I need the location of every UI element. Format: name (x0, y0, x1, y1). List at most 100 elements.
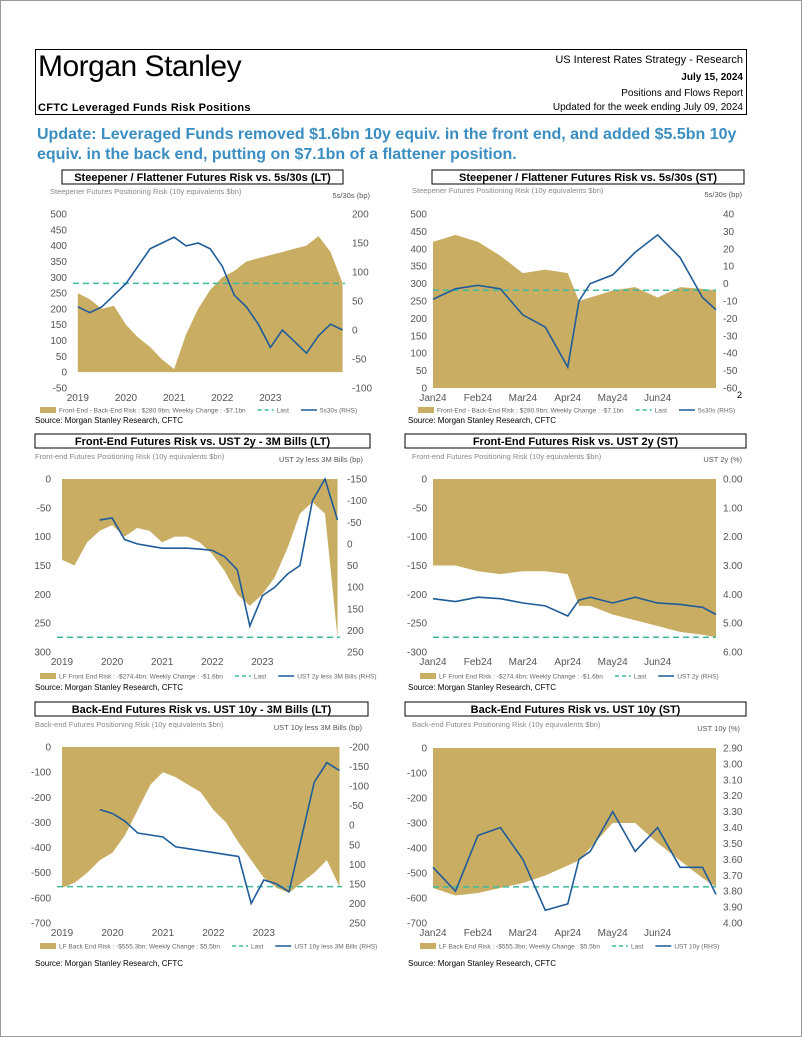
y-tick-label: 0 (421, 744, 427, 755)
y2-tick-label: 200 (347, 626, 364, 637)
line (432, 233, 717, 370)
y2-tick-label: 3.20 (723, 791, 743, 802)
y2-tick-label: 0 (347, 539, 353, 550)
y2-tick-label: 3.50 (723, 839, 743, 850)
line (432, 810, 717, 912)
y2-axis-label: UST 10y less 3M Bills (bp) (274, 723, 363, 732)
y2-tick-label: 20 (723, 244, 735, 255)
y2-tick-label: 0.00 (723, 475, 743, 486)
area (433, 479, 716, 638)
y2-tick-label: 150 (352, 239, 369, 250)
y-tick-label: 100 (50, 336, 67, 347)
y-tick-label: -300 (407, 648, 427, 659)
chart-title-box (34, 701, 369, 717)
y-tick-label: -200 (407, 590, 427, 601)
x-tick-label: Apr24 (554, 657, 581, 668)
x-tick-label: May24 (598, 657, 628, 668)
y2-tick-label: -30 (723, 331, 738, 342)
legend-label: UST 10y less 3M Bills (RHS) (294, 944, 377, 951)
y-tick-label: 350 (410, 262, 427, 273)
x-tick-label: 2021 (152, 928, 175, 939)
x-tick-label: 2020 (101, 928, 124, 939)
legend-label: Front-End - Back-End Risk : $280.9bn; We… (59, 408, 246, 415)
y-tick-label: -400 (407, 844, 427, 855)
y-tick-label: 100 (34, 532, 51, 543)
chart-title: Back-End Futures Risk vs. UST 10y - 3M B… (72, 704, 332, 716)
report-date: July 15, 2024 (681, 72, 743, 83)
legend-label: LF Back End Risk : -$555.3bn; Weekly Cha… (59, 944, 220, 951)
y-tick-label: -50 (413, 503, 428, 514)
source: Source: Morgan Stanley Research, CFTC (408, 959, 556, 968)
area (77, 236, 343, 373)
y2-tick-label: 0 (349, 821, 355, 832)
y2-tick-label: 50 (352, 297, 364, 308)
report-updated: Updated for the week ending July 09, 202… (552, 102, 743, 113)
y2-tick-label: 3.00 (723, 561, 743, 572)
y-tick-label: -200 (407, 794, 427, 805)
y2-axis-label: 5s/30s (bp) (704, 190, 742, 199)
area (62, 479, 338, 638)
chart-title-box (404, 433, 747, 449)
source: Source: Morgan Stanley Research, CFTC (35, 416, 183, 425)
y-tick-label: 150 (34, 561, 51, 572)
y-tick-label: 250 (50, 289, 67, 300)
y2-tick-label: 100 (349, 860, 366, 871)
y2-tick-label: 200 (352, 210, 369, 221)
y-tick-label: -300 (31, 818, 51, 829)
legend-label: UST 10y (RHS) (674, 944, 719, 951)
headline: Update: Leveraged Funds removed $1.6bn 1… (37, 126, 737, 163)
legend-label: LF Back End Risk : -$555.3bn; Weekly Cha… (439, 944, 600, 951)
axis-subtitle: Steepener Futures Positioning Risk (10y … (412, 186, 604, 195)
y-tick-label: 150 (410, 331, 427, 342)
y2-tick-label: -150 (349, 762, 369, 773)
y-tick-label: 400 (410, 244, 427, 255)
y2-axis-label: UST 2y (%) (703, 455, 742, 464)
chart-title: Front-End Futures Risk vs. UST 2y (ST) (473, 436, 679, 448)
legend-swatch (420, 943, 436, 949)
y2-tick-label: 3.90 (723, 903, 743, 914)
x-tick-label: 2023 (259, 393, 282, 404)
y2-tick-label: -10 (723, 297, 738, 308)
x-tick-label: Jun24 (644, 657, 672, 668)
x-tick-label: 2021 (163, 393, 186, 404)
report-name: Positions and Flows Report (621, 88, 743, 99)
y-tick-label: -700 (31, 919, 51, 930)
y2-tick-label: 6.00 (723, 648, 743, 659)
y-tick-label: 500 (410, 210, 427, 221)
y-tick-label: 100 (410, 349, 427, 360)
x-tick-label: Jan24 (419, 657, 447, 668)
legend-label: Last (634, 674, 646, 681)
y2-tick-label: 2.00 (723, 532, 743, 543)
area (433, 234, 716, 388)
line (99, 477, 339, 629)
y2-tick-label: 0 (352, 326, 358, 337)
y-tick-label: -500 (407, 869, 427, 880)
y2-tick-label: -150 (347, 475, 367, 486)
y2-tick-label: -100 (347, 496, 367, 507)
x-tick-label: Jun24 (644, 928, 672, 939)
y-tick-label: 200 (410, 314, 427, 325)
legend-label: UST 2y less 3M Bills (RHS) (297, 674, 376, 681)
y-tick-label: 0 (421, 384, 427, 395)
y2-tick-label: 250 (349, 919, 366, 930)
y-tick-label: 450 (410, 227, 427, 238)
y2-tick-label: 0 (723, 279, 729, 290)
source: Source: Morgan Stanley Research, CFTC (35, 683, 183, 692)
x-tick-label: Jun24 (644, 393, 672, 404)
legend-swatch (40, 943, 56, 949)
y-tick-label: -50 (53, 384, 68, 395)
y2-tick-label: 250 (347, 648, 364, 659)
legend-label: UST 2y (RHS) (677, 674, 718, 681)
y2-tick-label: 200 (349, 899, 366, 910)
legend-label: LF Front End Risk : -$274.4bn; Weekly Ch… (59, 674, 223, 681)
y-tick-label: -100 (407, 532, 427, 543)
y-tick-label: 0 (45, 475, 51, 486)
y-tick-label: -400 (31, 843, 51, 854)
y-tick-label: -150 (407, 561, 427, 572)
y2-tick-label: -100 (349, 782, 369, 793)
source: Source: Morgan Stanley Research, CFTC (408, 416, 556, 425)
y-tick-label: 300 (34, 648, 51, 659)
y-tick-label: 450 (50, 225, 67, 236)
